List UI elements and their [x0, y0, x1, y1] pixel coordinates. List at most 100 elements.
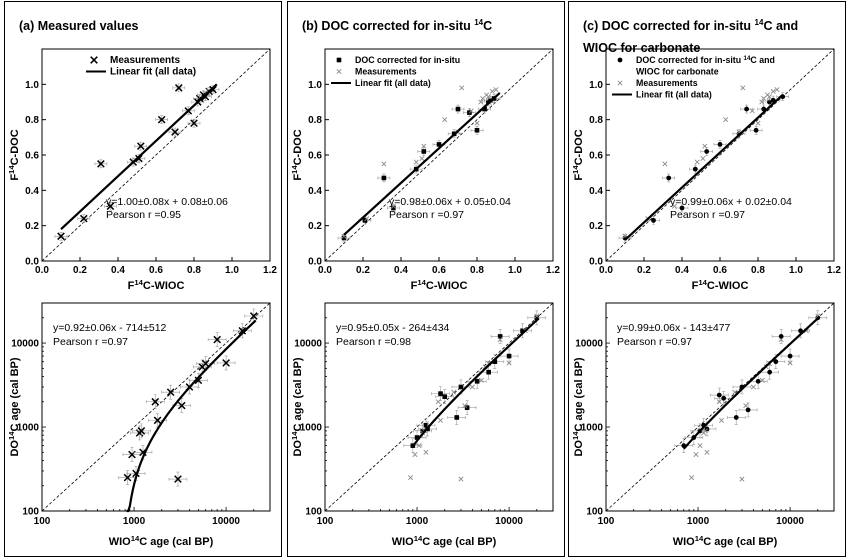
data-point — [774, 87, 780, 93]
one-to-one-line — [324, 302, 554, 512]
x-tick-label: 1000 — [406, 516, 429, 527]
data-point — [474, 120, 480, 126]
y-tick-label: 0.6 — [308, 151, 322, 162]
y-tick-label: 0.2 — [308, 221, 322, 232]
legend-label: Linear fit (all data) — [110, 67, 196, 78]
data-point — [209, 85, 217, 94]
legend-entry: Measurements — [90, 55, 180, 66]
data-point — [482, 106, 487, 112]
data-point — [413, 159, 419, 165]
y-axis-label: DO14C age (cal BP) — [571, 357, 586, 456]
data-point — [408, 475, 414, 481]
data-point — [480, 95, 486, 101]
x-tick-label: 10000 — [776, 516, 804, 527]
x-tick-label: 1000 — [687, 516, 710, 527]
data-point — [719, 417, 725, 423]
data-point — [462, 403, 468, 409]
data-point — [106, 202, 115, 211]
title-text-2: C — [483, 19, 493, 34]
data-point — [778, 334, 784, 339]
fit-line — [60, 83, 218, 231]
data-point — [151, 397, 160, 406]
y-axis-label: DO14C age (cal BP) — [7, 357, 22, 456]
title-text: (a) Measured values — [19, 19, 139, 34]
pearson-r: Pearson r =0.97 — [617, 336, 692, 348]
data-point — [689, 475, 695, 481]
top-plot: 0.0 0.2 0.4 0.6 0.8 1.0 1.2 0.0 0.2 0.4 0.6 0.8 1.0 F… — [7, 48, 277, 293]
one-to-one-line — [41, 48, 271, 262]
data-point — [702, 428, 708, 434]
one-to-one-line — [324, 48, 554, 262]
data-point — [697, 443, 703, 449]
data-point — [787, 353, 793, 359]
data-point — [662, 161, 668, 167]
data-point — [767, 99, 772, 105]
fit-line — [126, 319, 257, 513]
legend-label: Measurements — [110, 55, 180, 66]
y-axis-label: F14C-DOC — [571, 129, 586, 180]
legend-entry: Measurements — [336, 67, 417, 77]
y-tick-label: 1.0 — [25, 80, 39, 91]
data-point — [534, 315, 540, 321]
data-point — [391, 205, 396, 211]
top-plot: 0.0 0.2 0.4 0.6 0.8 1.0 1.2 0.0 0.2 0.4 0.6 0.8 1.0 F… — [571, 48, 841, 292]
data-point — [438, 391, 443, 396]
y-tick-label: 10000 — [11, 339, 39, 350]
y-tick-label: 1000 — [300, 423, 323, 434]
data-point — [414, 435, 420, 440]
panel-c: (c) DOC corrected for in-situ 14C and WIO… — [568, 1, 846, 557]
data-point — [423, 449, 429, 455]
x-tick-label: 1.0 — [789, 265, 803, 276]
fit-line — [682, 315, 821, 450]
y-axis-label: F14C-DOC — [7, 129, 22, 180]
pearson-r: Pearson r =0.97 — [53, 336, 128, 348]
data-point — [486, 369, 491, 375]
x-tick-label: 10000 — [212, 516, 240, 527]
data-point — [520, 328, 525, 334]
data-point — [435, 399, 441, 405]
series-0 — [403, 310, 547, 453]
data-point — [666, 175, 672, 181]
y-tick-label: 100 — [305, 507, 322, 518]
data-point — [770, 88, 776, 94]
x-tick-label: 0.8 — [470, 265, 484, 276]
legend-marker — [617, 80, 623, 86]
x-tick-label: 0.6 — [713, 265, 727, 276]
data-point — [364, 216, 370, 222]
plot-frame — [324, 302, 554, 512]
x-tick-label: 0.0 — [599, 265, 613, 276]
data-point — [716, 399, 722, 405]
data-point — [474, 379, 480, 384]
fit-line — [411, 317, 540, 447]
data-point — [137, 427, 146, 435]
y-tick-label: 0.2 — [25, 221, 39, 232]
series-1 — [408, 313, 540, 482]
title-text-2: C and — [763, 19, 799, 34]
y-tick-label: 100 — [22, 507, 39, 518]
data-point — [778, 337, 784, 343]
x-axis-label: F14C-WIOC — [128, 278, 185, 293]
data-point — [171, 128, 179, 136]
data-point — [174, 84, 183, 92]
y-tick-label: 0.6 — [25, 151, 39, 162]
data-point — [744, 106, 749, 112]
data-point — [743, 403, 749, 409]
data-point — [739, 476, 745, 482]
series-0 — [118, 308, 264, 487]
legend-label: Measurements — [355, 67, 417, 77]
y-tick-label: 1000 — [581, 423, 604, 434]
legend-entry: WIOC for carbonate — [636, 67, 719, 77]
data-point — [745, 407, 751, 413]
data-point — [136, 142, 145, 150]
data-point — [787, 360, 793, 366]
data-point — [438, 417, 444, 423]
data-point — [671, 203, 677, 209]
fit-equation: y=0.99±0.06x + 0.02±0.04 — [670, 196, 792, 208]
data-point — [423, 422, 429, 428]
data-point — [492, 359, 498, 364]
title-text: (c) DOC corrected for in-situ — [583, 19, 755, 34]
y-tick-label: 0.8 — [308, 115, 322, 126]
y-tick-label: 100 — [586, 507, 603, 518]
